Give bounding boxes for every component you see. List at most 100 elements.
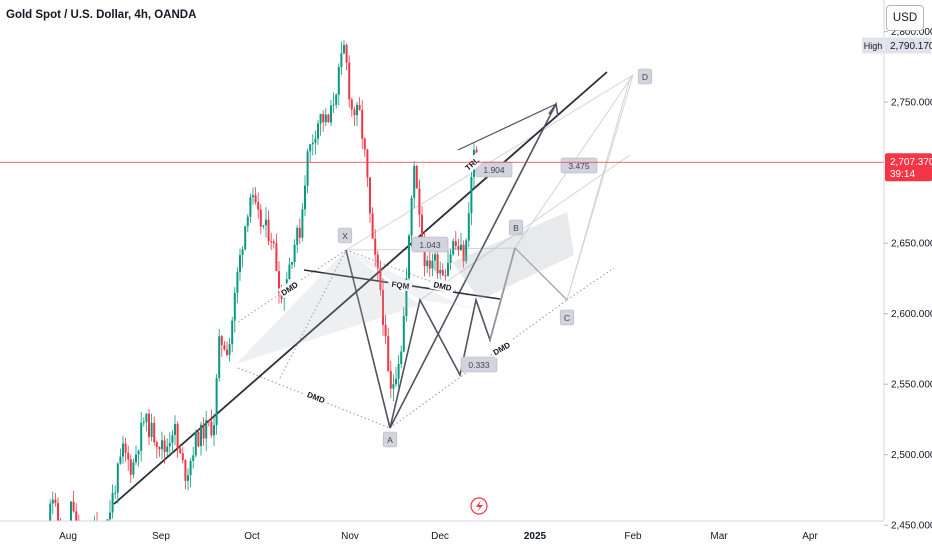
- candle-body: [379, 267, 382, 290]
- dmd-boundary: [566, 267, 615, 301]
- candle-body: [418, 188, 421, 215]
- candle-body: [330, 105, 332, 123]
- candle-body: [150, 422, 153, 437]
- candle-body: [158, 446, 161, 450]
- ratio-label: 3.475: [568, 161, 590, 171]
- point-label-d-bg: [637, 68, 653, 85]
- candle-body: [382, 289, 384, 325]
- candle-body: [163, 440, 166, 452]
- dmd-boundary: [237, 367, 391, 429]
- candle-body: [366, 149, 369, 178]
- candle-body: [194, 431, 197, 456]
- candle-body: [426, 260, 429, 267]
- high-tag-bg: [862, 37, 884, 54]
- price-axis-bg: [884, 0, 932, 550]
- dmd-boundary: [279, 249, 347, 379]
- candle-body: [153, 422, 156, 443]
- candle-body: [431, 260, 434, 269]
- candle-body: [410, 197, 413, 236]
- currency-button[interactable]: USD: [886, 5, 924, 31]
- line-label: DMD: [306, 390, 326, 405]
- candle-body: [296, 227, 299, 245]
- ratio-label-bg: [460, 356, 498, 373]
- y-tick-label: 2,750.000: [891, 98, 932, 109]
- line-label-bg: [302, 386, 329, 407]
- y-tick-label: 2,450.000: [891, 521, 932, 532]
- candle-body: [192, 455, 195, 461]
- point-label-x: X: [342, 231, 348, 241]
- candle-body: [363, 138, 366, 150]
- candle-body: [452, 241, 455, 255]
- candle-body: [465, 240, 468, 262]
- candle-body: [148, 413, 150, 437]
- line-label-bg: [277, 276, 304, 299]
- x-tick-label: Feb: [624, 531, 642, 542]
- last-price-bg: [885, 153, 932, 182]
- candle-body: [408, 235, 410, 279]
- candle-body: [184, 460, 187, 481]
- arrow-line: [389, 103, 557, 429]
- candle-body: [314, 138, 317, 143]
- candle-body: [335, 94, 338, 105]
- candle-body: [210, 421, 213, 436]
- last-price-countdown: 39:14: [890, 169, 915, 180]
- candle-body: [231, 320, 234, 345]
- pattern-shade: [452, 212, 574, 300]
- ratio-label-bg: [560, 157, 598, 174]
- candle-body: [181, 453, 184, 461]
- candle-body: [166, 446, 169, 452]
- y-tick-label: 2,550.000: [891, 380, 932, 391]
- candle-body: [161, 440, 163, 450]
- candle-body: [348, 62, 351, 100]
- candle-body: [371, 213, 374, 239]
- x-tick-label: Sep: [152, 531, 170, 542]
- candle-body: [176, 424, 179, 449]
- candle-body: [200, 424, 202, 447]
- candle-body: [233, 292, 236, 321]
- point-label-a-bg: [382, 431, 398, 448]
- candle-body: [306, 151, 309, 186]
- candle-body: [389, 370, 392, 389]
- line-label: FQM: [391, 280, 410, 291]
- candle-body: [288, 264, 291, 280]
- y-tick-label: 2,650.000: [891, 239, 932, 250]
- candle-body: [415, 165, 418, 189]
- point-label-c: C: [564, 313, 570, 323]
- candle-body: [317, 123, 319, 139]
- candle-body: [462, 244, 465, 262]
- candle-body: [369, 177, 371, 214]
- candle-body: [402, 315, 405, 352]
- projection-bc: [514, 247, 568, 301]
- candle-body: [168, 442, 171, 447]
- x-tick-label: 2025: [524, 531, 547, 542]
- projection-line: [566, 77, 631, 301]
- candle-body: [376, 254, 379, 268]
- candle-body: [70, 501, 72, 535]
- candle-body: [275, 243, 278, 272]
- candle-body: [145, 413, 148, 422]
- candle-body: [202, 424, 205, 439]
- line-label: DMD: [433, 280, 453, 293]
- candle-body: [124, 443, 127, 453]
- candle-body: [257, 202, 260, 210]
- candle-body: [122, 443, 124, 457]
- candle-body: [127, 452, 130, 460]
- x-tick-label: Aug: [59, 531, 77, 542]
- candle-body: [140, 422, 143, 451]
- point-label-x-bg: [337, 227, 353, 244]
- candle-body: [213, 425, 215, 436]
- candle-body: [400, 351, 403, 365]
- candle-body: [220, 336, 223, 346]
- candle-body: [189, 460, 192, 476]
- candle-body: [324, 114, 327, 123]
- projection-line: [419, 154, 631, 301]
- projection-ab: [489, 247, 516, 341]
- candle-body: [327, 114, 330, 123]
- point-label-a: A: [387, 435, 393, 445]
- high-tag: High: [864, 41, 883, 51]
- y-tick-label: 2,600.000: [891, 309, 932, 320]
- x-tick-label: Dec: [431, 531, 449, 542]
